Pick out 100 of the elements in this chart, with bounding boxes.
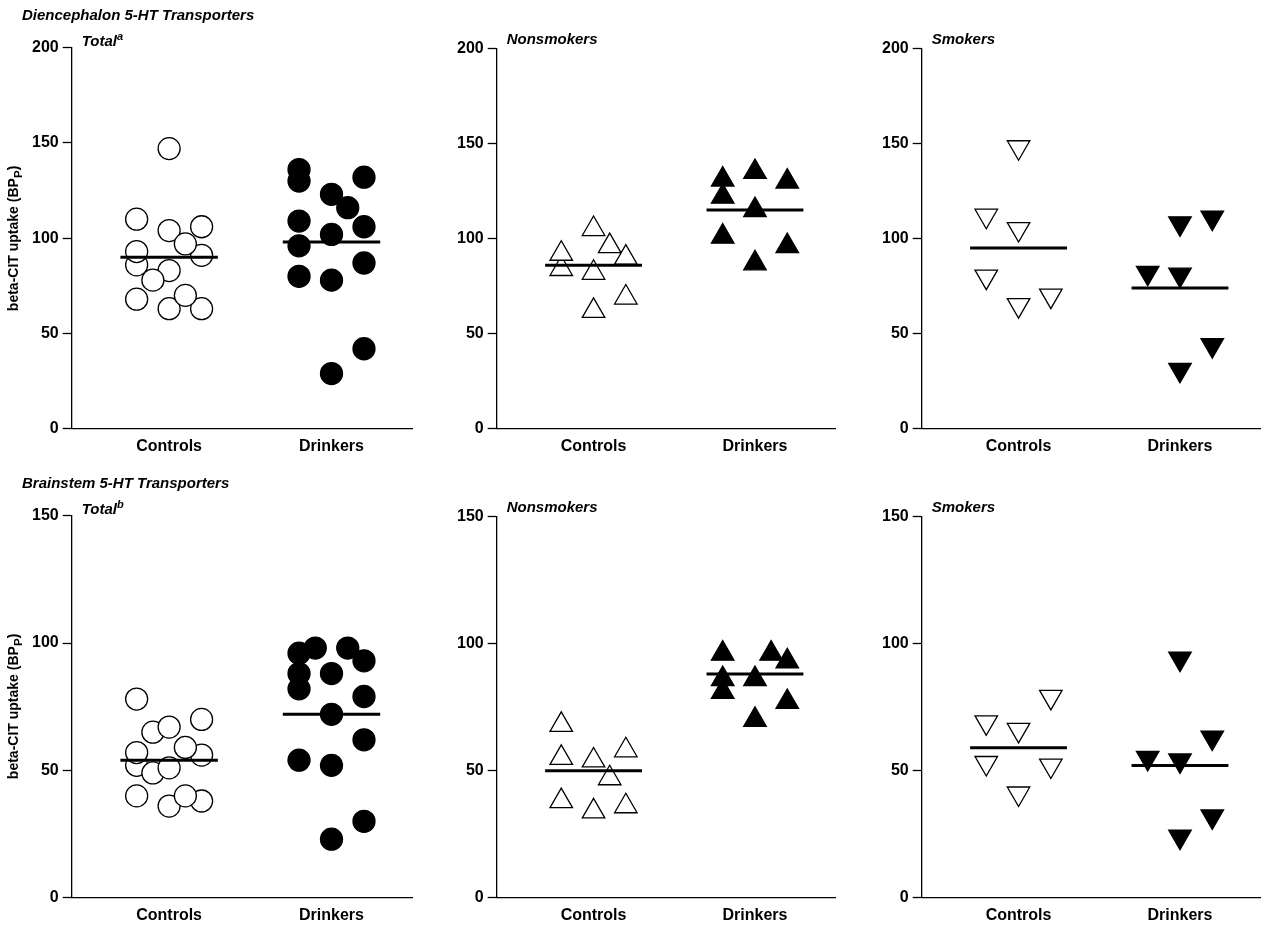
y-tick-label: 100 [881,633,909,651]
point [743,158,767,180]
y-tick-label: 150 [31,506,59,524]
point [549,240,574,261]
point [125,687,149,711]
point [775,167,800,189]
x-tick-label: Drinkers [299,436,365,454]
point [189,707,214,732]
x-tick-label: Controls [560,436,627,454]
y-tick-label: 100 [881,228,909,246]
point [549,744,574,766]
y-tick-label: 0 [899,419,909,437]
x-tick-label: Controls [136,436,203,454]
y-tick-label: 0 [474,888,484,906]
chart-title: Nonsmokers [506,30,598,48]
point [710,639,735,661]
point [352,165,376,189]
point [319,827,344,851]
point [319,361,344,386]
point [597,232,622,254]
y-tick-label: 0 [49,419,59,437]
y-tick-label: 200 [31,38,59,56]
point [613,792,638,814]
y-tick-label: 0 [49,888,59,906]
y-tick-label: 100 [31,633,59,651]
point [352,649,376,673]
point [710,165,735,187]
y-tick-label: 200 [881,38,909,56]
y-tick-label: 50 [40,760,59,778]
point [549,711,574,732]
y-tick-label: 150 [881,506,909,524]
point [549,787,574,809]
point [157,715,181,739]
x-tick-label: Controls [136,905,203,923]
point [173,735,198,760]
chart-subtitle: Brainstem 5-HT Transporters [22,474,230,491]
point [319,182,344,207]
point [173,784,198,808]
point [319,268,344,292]
y-tick-label: 150 [31,133,59,151]
y-tick-label: 50 [40,323,59,341]
point [613,243,638,265]
y-tick-label: 50 [890,761,909,779]
point [352,337,376,361]
point [775,647,800,669]
point [157,258,181,283]
point [336,636,360,660]
point [352,809,376,834]
point [157,218,181,243]
point [287,209,311,233]
y-tick-label: 150 [881,133,909,151]
x-tick-label: Controls [985,905,1052,923]
point [189,215,214,239]
y-tick-label: 0 [899,888,909,906]
y-tick-label: 100 [456,633,484,651]
point [157,794,181,818]
x-tick-label: Drinkers [722,905,788,923]
point [125,784,149,808]
point [613,283,638,305]
y-tick-label: 150 [456,506,484,524]
point [581,746,606,768]
chart-title: Smokers [931,30,996,48]
point [352,728,376,752]
point [319,753,344,777]
point [141,268,165,292]
point [125,207,149,231]
point [775,232,800,254]
point [336,196,360,220]
y-tick-label: 100 [31,228,59,246]
point [352,684,376,709]
y-tick-label: 50 [890,324,909,342]
point [173,283,198,308]
y-tick-label: 150 [456,133,484,151]
point [125,287,149,311]
x-tick-label: Controls [560,905,627,923]
chart-title: Smokers [931,498,996,516]
x-tick-label: Drinkers [1147,905,1213,923]
x-tick-label: Drinkers [299,905,365,923]
x-tick-label: Controls [985,436,1052,454]
point [710,223,735,244]
point [173,232,198,256]
y-tick-label: 50 [465,324,484,342]
point [287,264,311,288]
point [352,251,376,275]
y-tick-label: 200 [456,38,484,56]
point [157,136,181,161]
point [581,259,606,280]
chart-title: Nonsmokers [506,498,598,516]
point [157,297,181,321]
point [189,297,214,321]
point [352,215,376,239]
point [581,297,606,318]
point [613,736,638,758]
x-tick-label: Drinkers [1147,436,1213,454]
chart-title: Total$^{a}$ [81,29,124,49]
point [287,748,311,772]
point [581,215,606,237]
x-tick-label: Drinkers [722,436,788,454]
point [775,688,800,710]
point [743,706,767,727]
